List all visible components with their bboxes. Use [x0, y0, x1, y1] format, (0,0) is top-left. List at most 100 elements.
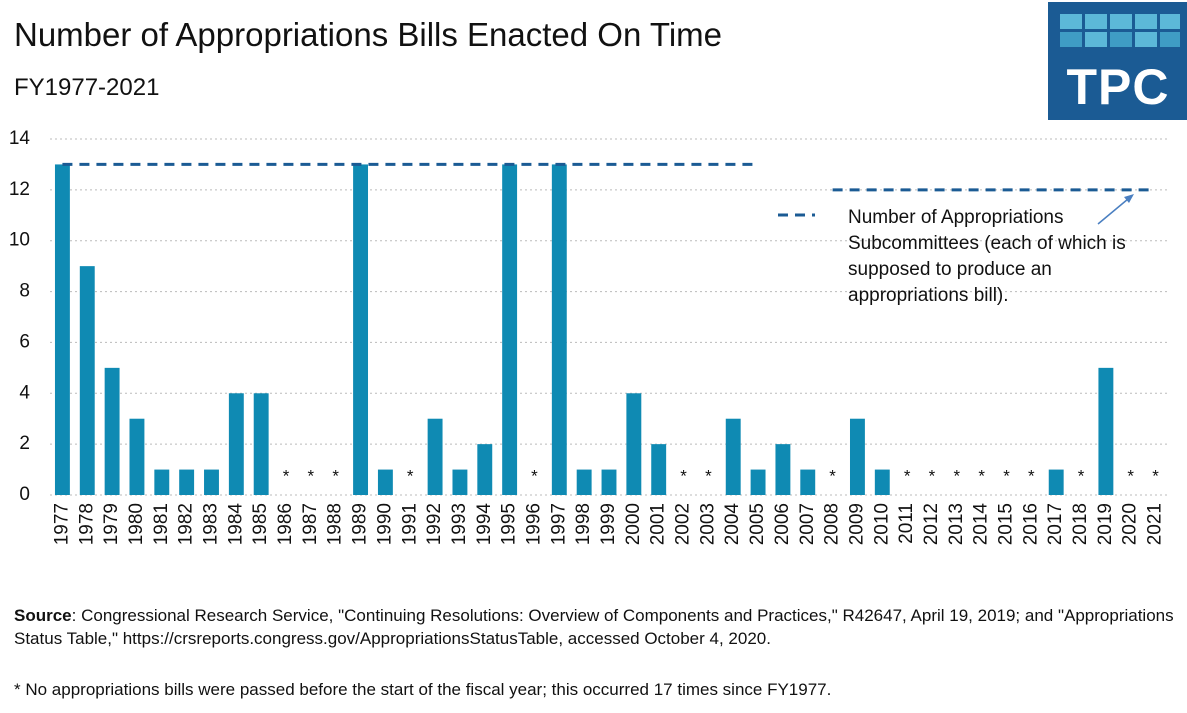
logo-text: TPC [1066, 59, 1170, 115]
x-tick-label: 1980 [126, 503, 147, 545]
x-tick-label: 1997 [548, 503, 569, 545]
bar [576, 469, 592, 495]
x-tick-label: 1994 [474, 503, 495, 546]
legend-label: Number of Appropriations Subcommittees (… [848, 207, 1126, 306]
logo: TPC [1048, 2, 1187, 120]
x-tick-label: 1984 [225, 503, 246, 546]
bar [54, 164, 70, 495]
bar [502, 164, 518, 495]
value-label: * [308, 466, 315, 485]
bar [1048, 469, 1064, 495]
value-label: * [407, 466, 414, 485]
value-label: * [1127, 466, 1134, 485]
bar [129, 418, 145, 495]
bar [601, 469, 617, 495]
bar [104, 367, 120, 495]
value-label: * [829, 466, 836, 485]
x-tick-label: 1981 [151, 503, 172, 545]
y-tick-label: 10 [9, 230, 30, 251]
bar [750, 469, 766, 495]
bar [204, 469, 219, 495]
x-tick-label: 2020 [1120, 503, 1141, 545]
logo-grid [1060, 14, 1180, 47]
x-tick-label: 1982 [176, 503, 197, 545]
value-label: * [332, 466, 339, 485]
x-tick-label: 2019 [1095, 503, 1116, 545]
value-label: * [904, 466, 911, 485]
bar [154, 469, 170, 495]
x-tick-label: 2015 [996, 503, 1017, 545]
x-tick-label: 1992 [424, 503, 445, 545]
callout-arrow [1097, 198, 1129, 225]
value-label: * [978, 466, 985, 485]
value-label: * [1003, 466, 1010, 485]
value-label: * [680, 466, 687, 485]
x-tick-label: 2006 [772, 503, 793, 545]
x-tick-label: 1987 [300, 503, 321, 545]
y-tick-label: 12 [9, 179, 30, 200]
x-tick-label: 2008 [822, 503, 843, 545]
x-tick-label: 2010 [871, 503, 892, 545]
x-tick-label: 2005 [747, 503, 768, 545]
y-tick-label: 4 [19, 382, 30, 403]
x-tick-label: 1991 [399, 503, 420, 545]
value-label: * [531, 466, 538, 485]
bar [427, 418, 443, 495]
x-tick-label: 1986 [275, 503, 296, 545]
value-label: * [705, 466, 712, 485]
x-tick-label: 2007 [797, 503, 818, 545]
bar [79, 266, 95, 495]
bar [551, 164, 567, 495]
y-tick-label: 0 [19, 484, 30, 505]
bar [1098, 367, 1114, 495]
x-tick-label: 1988 [325, 503, 346, 545]
bar [626, 393, 642, 495]
value-label: * [283, 466, 290, 485]
source-text: : Congressional Research Service, "Conti… [14, 606, 1174, 648]
bar [874, 469, 890, 495]
bar [849, 418, 865, 495]
x-tick-label: 1989 [350, 503, 371, 545]
x-tick-label: 2011 [896, 503, 917, 544]
y-tick-label: 8 [19, 281, 30, 302]
x-tick-label: 1978 [76, 503, 97, 545]
callout-arrowhead [1124, 194, 1134, 203]
x-tick-label: 1993 [449, 503, 470, 545]
value-label: * [1028, 466, 1035, 485]
x-tick-label: 2014 [971, 503, 992, 546]
x-tick-label: 2017 [1045, 503, 1066, 545]
x-tick-label: 1999 [598, 503, 619, 545]
x-tick-label: 2000 [623, 503, 644, 545]
y-tick-label: 14 [9, 128, 31, 149]
source-note: Source: Congressional Research Service, … [14, 604, 1174, 650]
x-tick-label: 1977 [51, 503, 72, 545]
x-tick-label: 2018 [1070, 503, 1091, 545]
source-label: Source [14, 606, 72, 625]
value-label: * [954, 466, 961, 485]
chart-title: Number of Appropriations Bills Enacted O… [14, 16, 723, 53]
value-label: * [1152, 466, 1159, 485]
x-tick-label: 1995 [499, 503, 520, 545]
bar [377, 469, 393, 495]
bar [353, 164, 369, 495]
x-tick-label: 2009 [846, 503, 867, 545]
bar [477, 444, 493, 495]
footnote: * No appropriations bills were passed be… [14, 680, 832, 699]
bar [651, 444, 667, 495]
x-tick-label: 1983 [201, 503, 222, 545]
x-tick-label: 1996 [523, 503, 544, 545]
x-tick-label: 2013 [946, 503, 967, 545]
x-tick-label: 1979 [101, 503, 122, 545]
x-tick-label: 2016 [1020, 503, 1041, 545]
x-tick-label: 2001 [648, 503, 669, 545]
bar [725, 418, 741, 495]
y-tick-label: 2 [19, 433, 30, 454]
bar [775, 444, 791, 495]
value-label: * [929, 466, 936, 485]
x-tick-label: 2004 [722, 503, 743, 546]
bar [228, 393, 244, 495]
bar [800, 469, 816, 495]
x-tick-label: 2002 [673, 503, 694, 545]
